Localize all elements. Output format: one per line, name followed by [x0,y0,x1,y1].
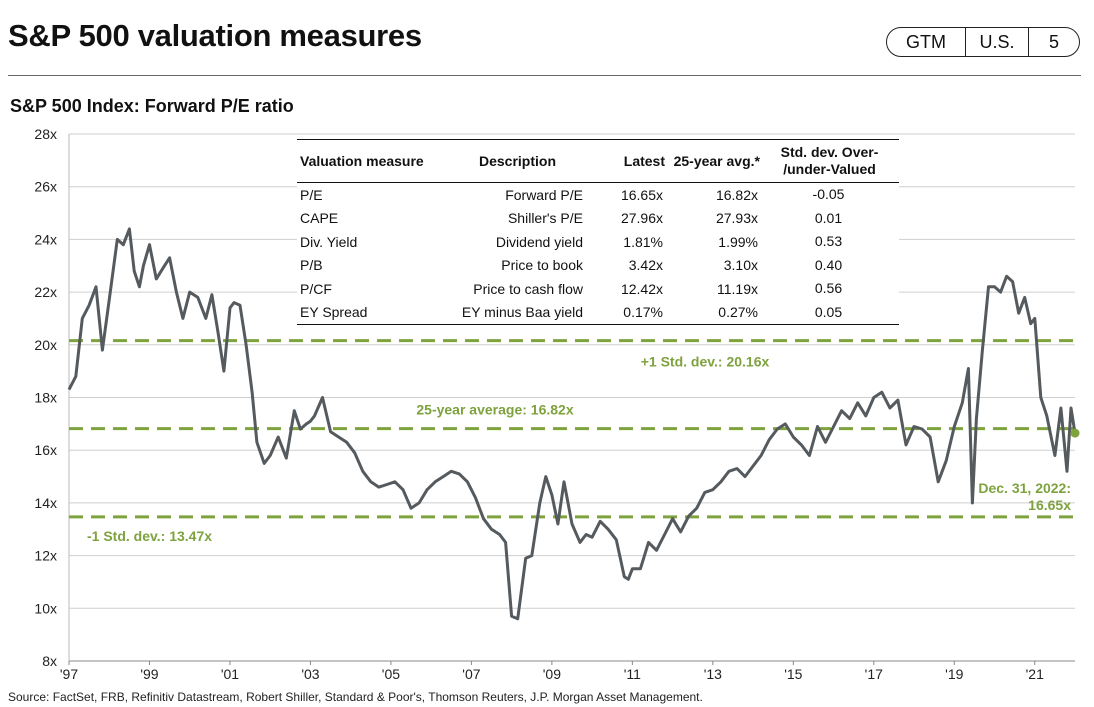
cell-avg: 0.27% [718,304,758,321]
y-tick-label: 24x [34,231,57,247]
plus-1-std-dev-label: +1 Std. dev.: 20.16x [641,354,770,370]
cell-latest: 12.42x [620,280,663,297]
cell-avg: 11.19x [717,280,758,297]
cell-latest: 0.17% [623,304,663,321]
x-tick-label: '97 [60,666,78,682]
table-row: P/E Forward P/E 16.65x 16.82x -0.05 [297,183,899,207]
x-tick-label: '07 [462,666,480,682]
valuation-table: Valuation measure Description Latest 25-… [297,139,899,325]
header-std-dev: Std. dev. Over- /under-Valued [760,144,899,178]
cell-description: Shiller's P/E [507,210,583,227]
header-std-dev-line1: Std. dev. Over- [780,144,879,160]
cell-std-dev: 0.56 [814,280,843,297]
table-row: CAPE Shiller's P/E 27.96x 27.93x 0.01 [297,207,899,231]
cell-latest: 3.42x [628,257,663,274]
valuation-table-header: Valuation measure Description Latest 25-… [297,139,899,183]
end-value-label: 16.65x [1028,497,1071,513]
header-description: Description [478,153,556,169]
end-date-label: Dec. 31, 2022: [978,480,1071,496]
x-tick-label: '05 [382,666,400,682]
cell-std-dev: 0.40 [814,256,843,273]
badge-region: U.S. [966,28,1029,56]
cell-latest: 27.96x [620,210,663,227]
cell-avg: 3.10x [723,257,758,274]
x-tick-label: '01 [221,666,239,682]
x-tick-label: '99 [140,666,158,682]
pe-ratio-line [67,227,1077,621]
y-tick-label: 18x [34,390,57,406]
cell-measure: P/E [300,186,323,203]
x-tick-label: '15 [784,666,802,682]
x-tick-label: '21 [1026,666,1044,682]
cell-measure: EY Spread [300,304,368,321]
minus-1-std-dev-label: -1 Std. dev.: 13.47x [87,528,212,544]
title-divider [8,75,1081,76]
cell-measure: CAPE [300,210,339,227]
x-tick-label: '09 [543,666,561,682]
cell-description: Price to book [501,257,583,274]
header-std-dev-line2: /under-Valued [783,161,876,177]
cell-measure: P/CF [300,280,332,297]
cell-latest: 1.81% [623,233,663,250]
cell-description: Dividend yield [495,233,583,250]
x-tick-label: '03 [301,666,319,682]
cell-description: EY minus Baa yield [461,304,583,321]
cell-std-dev: 0.01 [814,209,843,226]
chart-title: S&P 500 Index: Forward P/E ratio [10,96,294,116]
y-tick-label: 12x [34,548,57,564]
valuation-table-body: P/E Forward P/E 16.65x 16.82x -0.05 CAPE Shill… [297,183,899,325]
cell-description: Forward P/E [505,186,583,203]
latest-value-marker [1070,428,1080,438]
y-tick-label: 22x [34,284,57,300]
source-note: Source: FactSet, FRB, Refinitiv Datastre… [8,690,703,704]
y-tick-label: 20x [34,337,57,353]
x-tick-label: '13 [704,666,722,682]
cell-description: Price to cash flow [473,280,583,297]
y-tick-label: 28x [34,126,57,142]
cell-std-dev: 0.05 [814,303,843,320]
header-valuation-measure: Valuation measure [300,153,424,169]
x-tick-label: '19 [945,666,963,682]
badge-page-number: 5 [1048,31,1059,52]
y-tick-label: 26x [34,179,57,195]
cell-std-dev: -0.05 [812,186,845,203]
y-tick-label: 16x [34,442,57,458]
cell-measure: Div. Yield [300,233,358,250]
table-row: P/B Price to book 3.42x 3.10x 0.40 [297,254,899,278]
y-tick-label: 8x [42,653,57,669]
cell-avg: 27.93x [715,210,758,227]
cell-std-dev: 0.53 [814,233,843,250]
table-row: Div. Yield Dividend yield 1.81% 1.99% 0.53 [297,230,899,254]
x-tick-label: '11 [624,666,641,682]
page-title: S&P 500 valuation measures [8,18,422,53]
table-row: P/CF Price to cash flow 12.42x 11.19x 0.56 [297,277,899,301]
badge-gtm: GTM [887,28,966,56]
table-row: EY Spread EY minus Baa yield 0.17% 0.27% 0.0… [297,301,899,325]
cell-measure: P/B [300,257,323,274]
cell-avg: 16.82x [715,186,758,203]
header-latest: Latest [623,153,665,169]
average-label: 25-year average: 16.82x [416,402,573,418]
cell-avg: 1.99% [718,233,758,250]
cell-latest: 16.65x [620,186,663,203]
y-tick-label: 14x [34,495,57,511]
gtm-badge: GTM U.S. 5 [886,27,1080,57]
y-tick-label: 10x [34,600,57,616]
header-25yr-avg: 25-year avg.* [673,153,760,169]
x-tick-label: '17 [865,666,883,682]
